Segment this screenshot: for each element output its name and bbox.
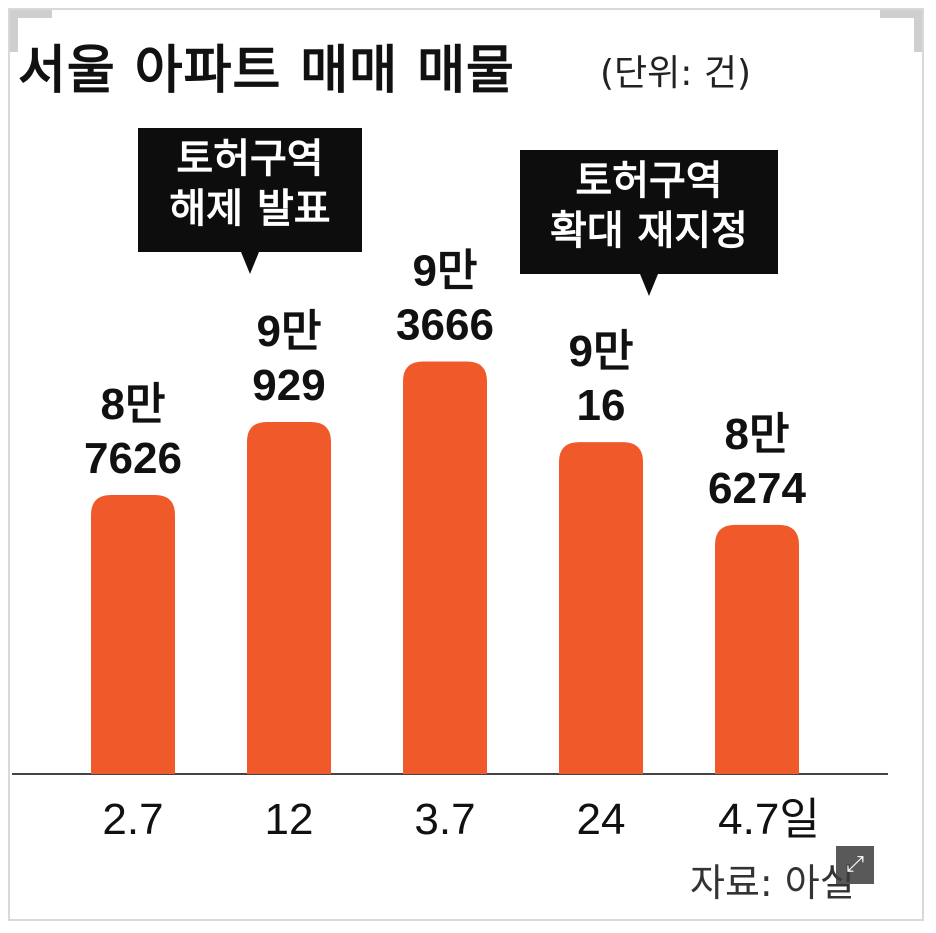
bar-3 bbox=[559, 442, 643, 774]
value-label-4-0: 8만 bbox=[725, 410, 790, 459]
value-label-1-0: 9만 bbox=[257, 307, 322, 356]
callout-line: 토허구역 bbox=[176, 136, 324, 182]
category-label-4: 4.7일 bbox=[718, 795, 820, 844]
value-label-2-1: 3666 bbox=[396, 300, 494, 349]
bar-4 bbox=[715, 524, 799, 774]
callout-line: 확대 재지정 bbox=[550, 208, 748, 254]
callout-pointer bbox=[640, 274, 658, 296]
frame-corner-top-right bbox=[880, 10, 922, 52]
value-label-1-1: 929 bbox=[252, 361, 325, 410]
source-note: 자료: 아실 bbox=[690, 861, 855, 905]
callout-expanded-redesignation: 토허구역 확대 재지정 bbox=[520, 150, 778, 296]
callout-release-announcement: 토허구역 해제 발표 bbox=[138, 128, 362, 274]
callout-line: 해제 발표 bbox=[169, 186, 331, 232]
callout-line: 토허구역 bbox=[575, 158, 723, 204]
expand-icon[interactable]: ⤢ bbox=[836, 846, 874, 884]
bar-2 bbox=[403, 361, 487, 774]
chart-title: 서울 아파트 매매 매물 bbox=[18, 41, 515, 101]
category-label-1: 12 bbox=[265, 795, 314, 844]
figure-frame bbox=[8, 8, 924, 921]
bar-0 bbox=[91, 494, 175, 774]
category-label-3: 24 bbox=[577, 795, 626, 844]
bar-1 bbox=[247, 421, 331, 774]
value-label-0-0: 8만 bbox=[101, 380, 166, 429]
value-label-2-0: 9만 bbox=[413, 246, 478, 295]
value-label-3-0: 9만 bbox=[569, 327, 634, 376]
category-label-2: 3.7 bbox=[414, 795, 475, 844]
value-label-4-1: 6274 bbox=[708, 464, 806, 513]
category-label-0: 2.7 bbox=[102, 795, 163, 844]
value-label-3-1: 16 bbox=[577, 381, 626, 430]
frame-corner-top-left bbox=[10, 10, 52, 52]
value-label-0-1: 7626 bbox=[84, 434, 182, 483]
unit-note: (단위: 건) bbox=[600, 53, 752, 94]
callout-pointer bbox=[241, 252, 259, 274]
